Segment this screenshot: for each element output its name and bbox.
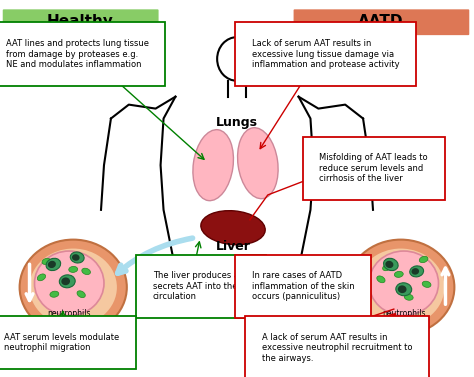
- Ellipse shape: [69, 267, 78, 273]
- Ellipse shape: [411, 268, 419, 275]
- Ellipse shape: [396, 283, 412, 296]
- Ellipse shape: [404, 294, 413, 300]
- Ellipse shape: [77, 291, 85, 297]
- Ellipse shape: [237, 128, 278, 199]
- Text: AAT lines and protects lung tissue
from damage by proteases e.g.
NE and modulate: AAT lines and protects lung tissue from …: [6, 39, 149, 69]
- Ellipse shape: [201, 211, 265, 245]
- Text: Healthy: Healthy: [47, 14, 114, 29]
- Ellipse shape: [35, 251, 104, 316]
- FancyBboxPatch shape: [293, 9, 469, 35]
- Text: neutrophils: neutrophils: [47, 309, 91, 317]
- Ellipse shape: [369, 251, 438, 316]
- Ellipse shape: [48, 261, 56, 268]
- Ellipse shape: [72, 254, 80, 261]
- Ellipse shape: [394, 271, 403, 277]
- Ellipse shape: [42, 258, 51, 265]
- Ellipse shape: [383, 264, 391, 271]
- Text: neutrophils: neutrophils: [382, 309, 426, 317]
- Text: The liver produces and
secrets AAT into the
circulation: The liver produces and secrets AAT into …: [153, 271, 249, 301]
- Text: Lungs: Lungs: [216, 116, 258, 129]
- Text: Lack of serum AAT results in
excessive lung tissue damage via
inflammation and p: Lack of serum AAT results in excessive l…: [252, 39, 400, 69]
- Ellipse shape: [383, 258, 398, 271]
- Ellipse shape: [410, 266, 424, 277]
- Ellipse shape: [419, 256, 428, 263]
- Ellipse shape: [46, 258, 61, 271]
- Ellipse shape: [422, 281, 431, 287]
- Ellipse shape: [50, 291, 59, 297]
- Ellipse shape: [59, 275, 75, 288]
- Ellipse shape: [385, 261, 393, 268]
- Ellipse shape: [61, 277, 70, 285]
- Ellipse shape: [70, 252, 84, 263]
- Ellipse shape: [377, 276, 385, 283]
- FancyBboxPatch shape: [3, 9, 159, 35]
- Text: AAT serum levels modulate
neutrophil migration: AAT serum levels modulate neutrophil mig…: [4, 333, 119, 352]
- Text: AATD: AATD: [358, 14, 404, 29]
- Text: Misfolding of AAT leads to
reduce serum levels and
cirrhosis of the liver: Misfolding of AAT leads to reduce serum …: [319, 153, 428, 183]
- Ellipse shape: [82, 268, 91, 274]
- Ellipse shape: [398, 285, 407, 293]
- Ellipse shape: [19, 240, 127, 335]
- Ellipse shape: [357, 248, 445, 326]
- Text: A lack of serum AAT results in
excessive neutrophil recruitment to
the airways.: A lack of serum AAT results in excessive…: [262, 333, 412, 363]
- Text: In rare cases of AATD
inflammation of the skin
occurs (panniculitus): In rare cases of AATD inflammation of th…: [252, 271, 355, 301]
- Ellipse shape: [29, 248, 117, 326]
- Text: Liver: Liver: [216, 240, 250, 253]
- Ellipse shape: [37, 274, 46, 281]
- Ellipse shape: [193, 130, 234, 201]
- Ellipse shape: [347, 240, 455, 335]
